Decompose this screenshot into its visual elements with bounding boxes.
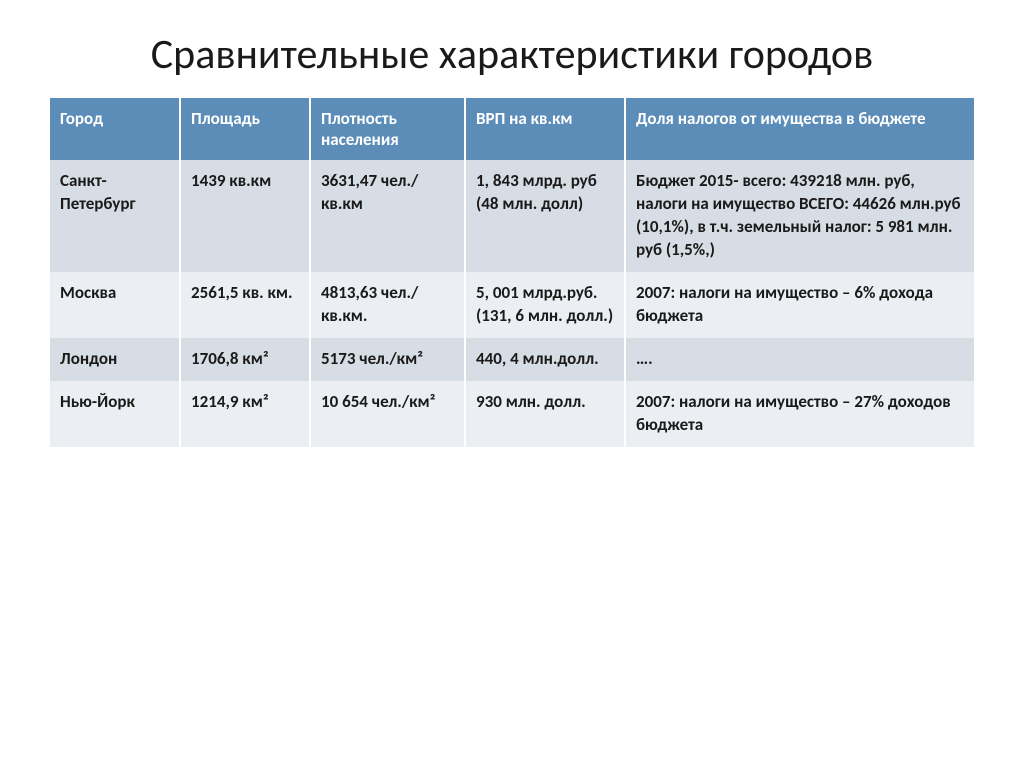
comparison-table: Город Площадь Плотность населения ВРП на… [50,98,974,446]
col-header-grp: ВРП на кв.км [465,98,625,160]
cell-area: 1706,8 км² [180,338,310,381]
col-header-tax: Доля налогов от имущества в бюджете [625,98,974,160]
cell-tax: 2007: налоги на имущество – 6% дохода бю… [625,272,974,338]
cell-grp: 5, 001 млрд.руб. (131, 6 млн. долл.) [465,272,625,338]
cell-tax: 2007: налоги на имущество – 27% доходов … [625,381,974,447]
cell-city: Санкт-Петербург [50,160,180,272]
cell-grp: 440, 4 млн.долл. [465,338,625,381]
slide-title: Сравнительные характеристики городов [50,30,974,80]
cell-area: 1214,9 км² [180,381,310,447]
cell-density: 5173 чел./км² [310,338,465,381]
col-header-city: Город [50,98,180,160]
cell-tax: …. [625,338,974,381]
col-header-density: Плотность населения [310,98,465,160]
table-row: Санкт-Петербург 1439 кв.км 3631,47 чел./… [50,160,974,272]
cell-density: 4813,63 чел./кв.км. [310,272,465,338]
cell-area: 1439 кв.км [180,160,310,272]
cell-tax: Бюджет 2015- всего: 439218 млн. руб, нал… [625,160,974,272]
cell-grp: 930 млн. долл. [465,381,625,447]
cell-area: 2561,5 кв. км. [180,272,310,338]
cell-grp: 1, 843 млрд. руб (48 млн. долл) [465,160,625,272]
table-row: Лондон 1706,8 км² 5173 чел./км² 440, 4 м… [50,338,974,381]
slide: Сравнительные характеристики городов Гор… [0,0,1024,767]
table-row: Нью-Йорк 1214,9 км² 10 654 чел./км² 930 … [50,381,974,447]
table-header-row: Город Площадь Плотность населения ВРП на… [50,98,974,160]
cell-city: Москва [50,272,180,338]
cell-city: Лондон [50,338,180,381]
cell-density: 10 654 чел./км² [310,381,465,447]
cell-density: 3631,47 чел./кв.км [310,160,465,272]
table-row: Москва 2561,5 кв. км. 4813,63 чел./кв.км… [50,272,974,338]
cell-city: Нью-Йорк [50,381,180,447]
col-header-area: Площадь [180,98,310,160]
